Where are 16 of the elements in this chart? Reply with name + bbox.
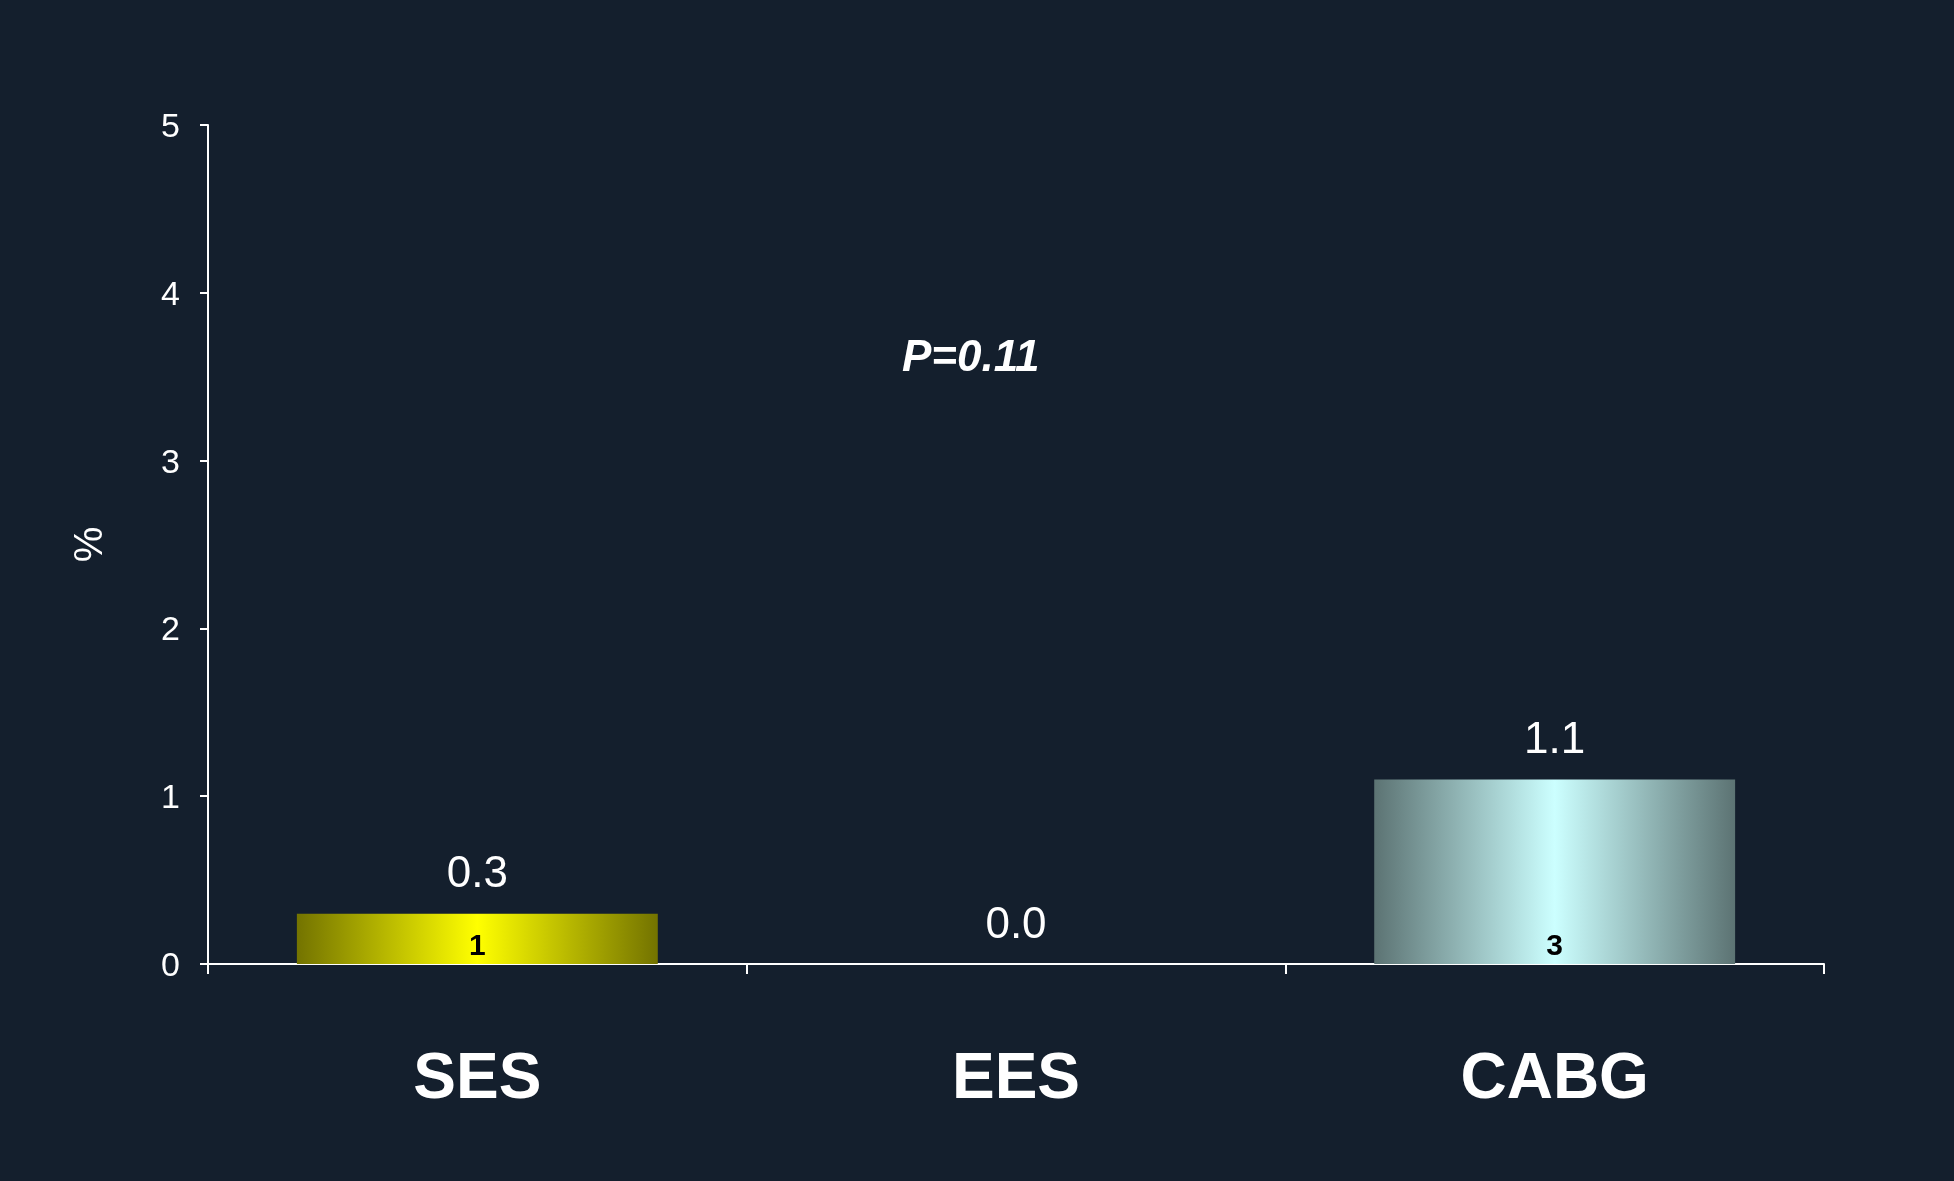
- annotation: 1: [468, 927, 486, 961]
- data-label: 0.0: [985, 897, 1047, 947]
- y-tick-label: 3: [161, 441, 180, 480]
- y-tick-label: 4: [161, 273, 180, 312]
- annotation: 3: [1546, 927, 1564, 961]
- y-axis-title: %: [66, 526, 110, 563]
- data-label: 1.1: [1524, 712, 1586, 762]
- data-label: 0.3: [446, 847, 508, 897]
- y-tick-label: 0: [161, 945, 180, 983]
- y-tick-label: 5: [161, 106, 180, 144]
- x-tick-label: SES: [413, 1040, 542, 1112]
- x-tick-label: CABG: [1460, 1040, 1649, 1112]
- x-tick-label: EES: [951, 1040, 1081, 1112]
- annotation: P=0.11: [902, 330, 1040, 380]
- y-tick-label: 1: [161, 777, 180, 816]
- y-tick-label: 2: [161, 609, 180, 648]
